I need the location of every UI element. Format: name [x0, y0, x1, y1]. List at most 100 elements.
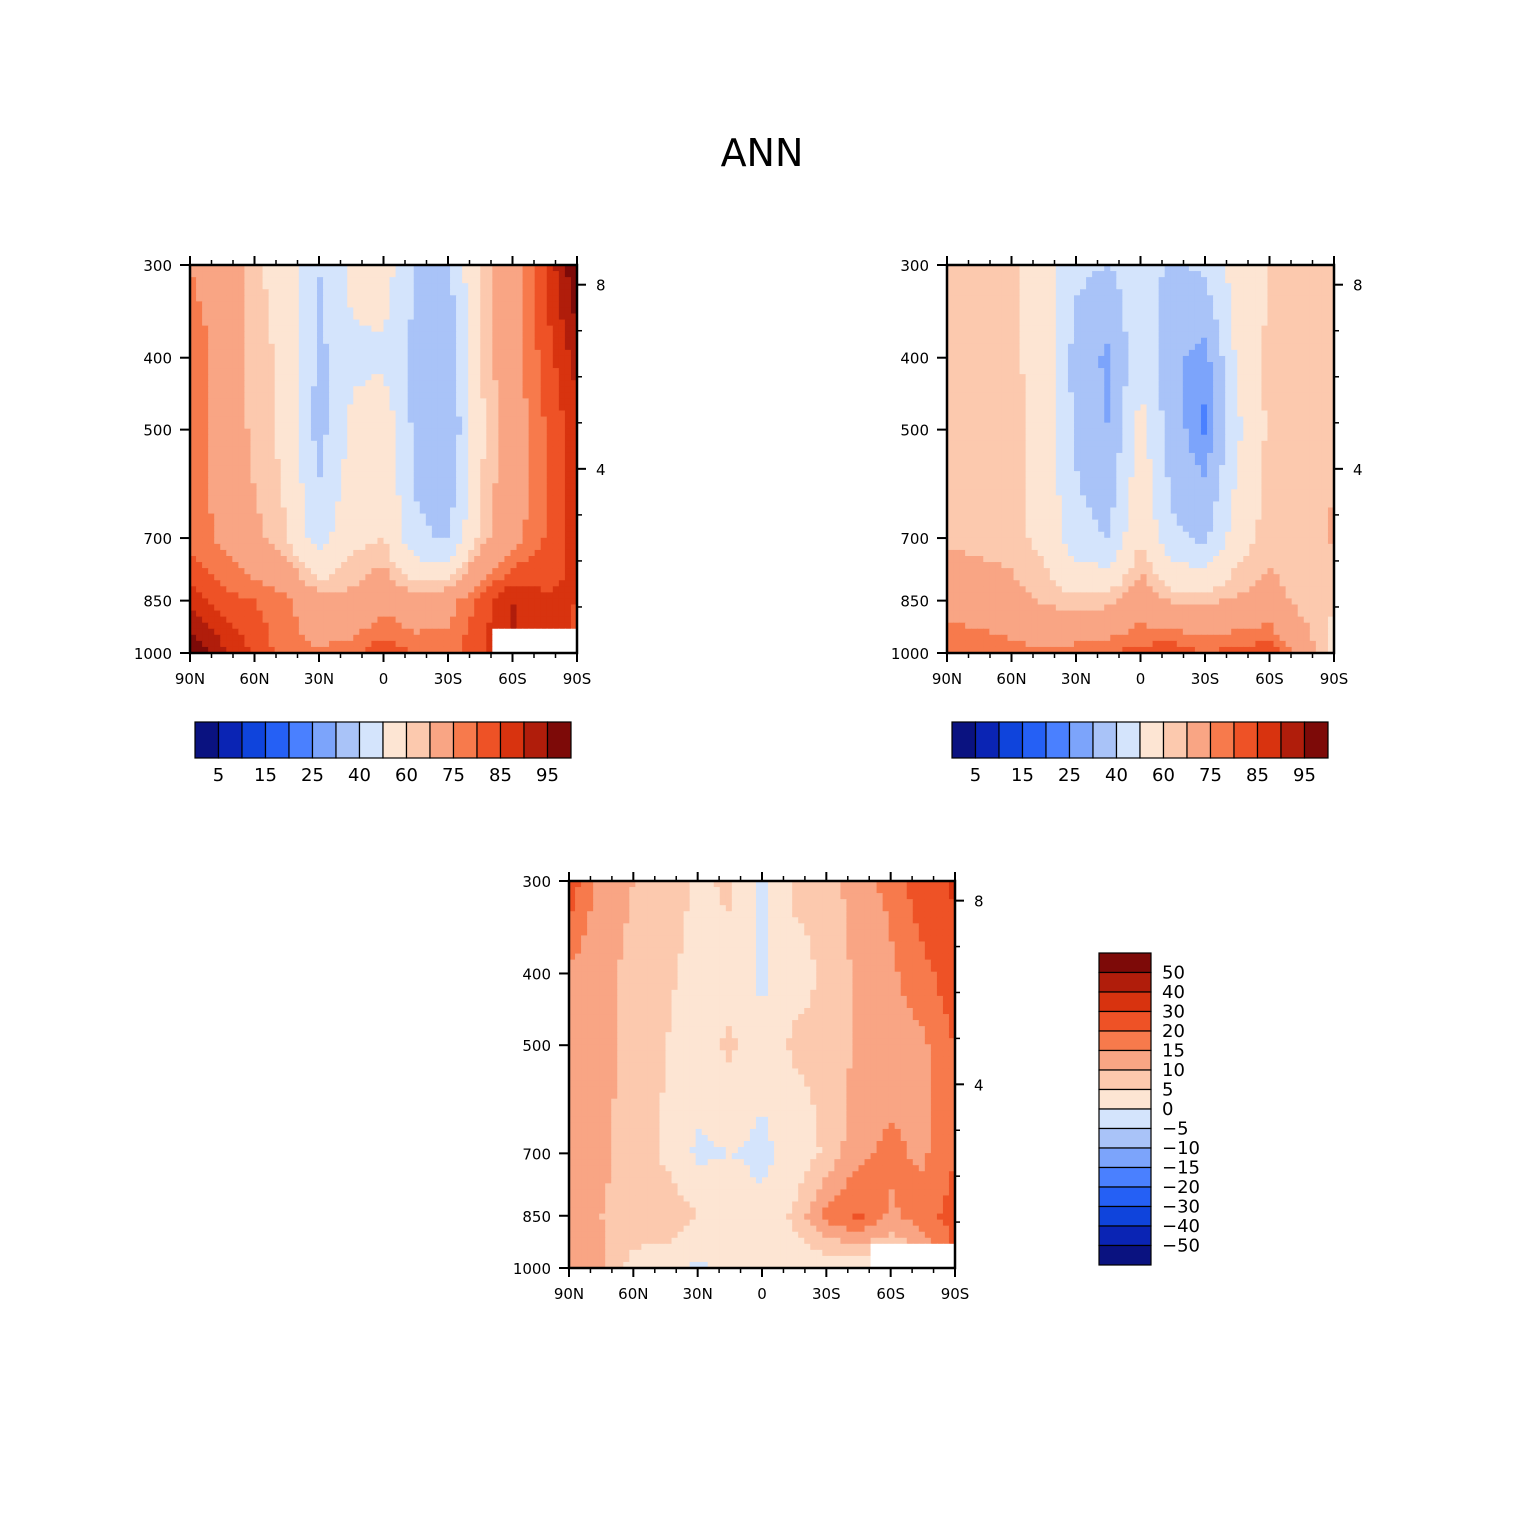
contour-cell: [220, 640, 227, 648]
contour-cell: [395, 465, 403, 472]
contour-cell: [395, 489, 403, 496]
contour-cell: [365, 386, 373, 393]
contour-cell: [1007, 319, 1015, 327]
contour-cell: [341, 277, 348, 284]
contour-cell: [443, 495, 451, 503]
contour-cell: [456, 495, 463, 503]
contour-cell: [220, 313, 227, 321]
contour-cell: [474, 392, 481, 399]
contour-cell: [347, 622, 354, 630]
contour-cell: [401, 307, 409, 315]
contour-cell: [431, 386, 439, 393]
contour-cell: [456, 307, 463, 315]
contour-cell: [329, 495, 336, 503]
contour-cell: [341, 313, 348, 321]
contour-cell: [196, 556, 203, 563]
contour-cell: [196, 610, 203, 618]
contour-cell: [292, 531, 300, 539]
contour-cell: [262, 319, 270, 327]
contour-cell: [274, 543, 282, 551]
contour-cell: [341, 452, 348, 460]
contour-cell: [450, 616, 457, 624]
contour-cell: [989, 295, 996, 302]
contour-cell: [316, 477, 324, 484]
contour-cell: [1219, 295, 1226, 302]
contour-cell: [190, 434, 197, 442]
contour-cell: [220, 465, 227, 472]
contour-cell: [425, 295, 433, 302]
contour-cell: [389, 574, 397, 581]
contour-cell: [365, 392, 373, 399]
contour-cell: [528, 537, 536, 545]
contour-cell: [419, 404, 427, 412]
contour-cell: [268, 610, 276, 618]
contour-cell: [462, 289, 469, 296]
contour-cell: [474, 271, 481, 278]
contour-cell: [389, 386, 397, 393]
contour-cell: [226, 313, 233, 321]
contour-cell: [395, 556, 403, 563]
contour-cell: [995, 325, 1003, 333]
contour-cell: [298, 343, 306, 351]
contour-cell: [395, 301, 403, 309]
contour-cell: [1043, 265, 1051, 272]
contour-cell: [310, 325, 318, 333]
contour-cell: [1297, 271, 1305, 278]
contour-cell: [480, 592, 487, 600]
contour-cell: [202, 325, 209, 333]
contour-cell: [546, 640, 554, 648]
contour-cell: [196, 355, 203, 363]
contour-cell: [238, 337, 246, 345]
contour-cell: [304, 604, 312, 612]
contour-cell: [522, 392, 530, 399]
contour-cell: [522, 628, 530, 636]
contour-cell: [274, 574, 282, 581]
contour-cell: [1255, 271, 1263, 278]
contour-cell: [292, 265, 300, 272]
contour-cell: [534, 301, 542, 309]
contour-cell: [1194, 265, 1202, 272]
contour-cell: [304, 283, 312, 290]
contour-cell: [316, 392, 324, 399]
contour-cell: [310, 568, 318, 575]
contour-cell: [425, 313, 433, 321]
contour-cell: [431, 410, 439, 418]
contour-cell: [280, 446, 288, 454]
contour-cell: [534, 410, 542, 418]
contour-cell: [256, 604, 264, 612]
contour-cell: [220, 604, 227, 612]
contour-cell: [292, 513, 300, 521]
contour-cell: [220, 622, 227, 630]
contour-cell: [256, 343, 264, 351]
contour-cell: [395, 392, 403, 399]
contour-cell: [534, 574, 542, 581]
contour-cell: [395, 477, 403, 484]
contour-cell: [510, 477, 518, 484]
contour-cell: [570, 283, 578, 290]
contour-cell: [244, 295, 252, 302]
contour-cell: [262, 307, 270, 315]
contour-cell: [365, 410, 373, 418]
contour-cell: [480, 459, 487, 466]
contour-cell: [1207, 313, 1214, 321]
contour-cell: [504, 604, 512, 612]
contour-cell: [1013, 319, 1021, 327]
contour-cell: [510, 289, 518, 296]
contour-cell: [341, 307, 348, 315]
contour-cell: [190, 404, 197, 412]
contour-cell: [431, 574, 439, 581]
contour-cell: [310, 477, 318, 484]
contour-cell: [516, 446, 524, 454]
contour-cell: [540, 355, 548, 363]
contour-cell: [232, 289, 239, 296]
contour-cell: [1134, 331, 1142, 339]
contour-cell: [1104, 277, 1111, 284]
contour-cell: [383, 325, 391, 333]
contour-cell: [401, 434, 409, 442]
contour-cell: [522, 331, 530, 339]
contour-cell: [1073, 295, 1081, 302]
contour-cell: [492, 368, 499, 375]
contour-cell: [443, 531, 451, 539]
contour-cell: [564, 525, 572, 533]
contour-cell: [274, 368, 282, 375]
